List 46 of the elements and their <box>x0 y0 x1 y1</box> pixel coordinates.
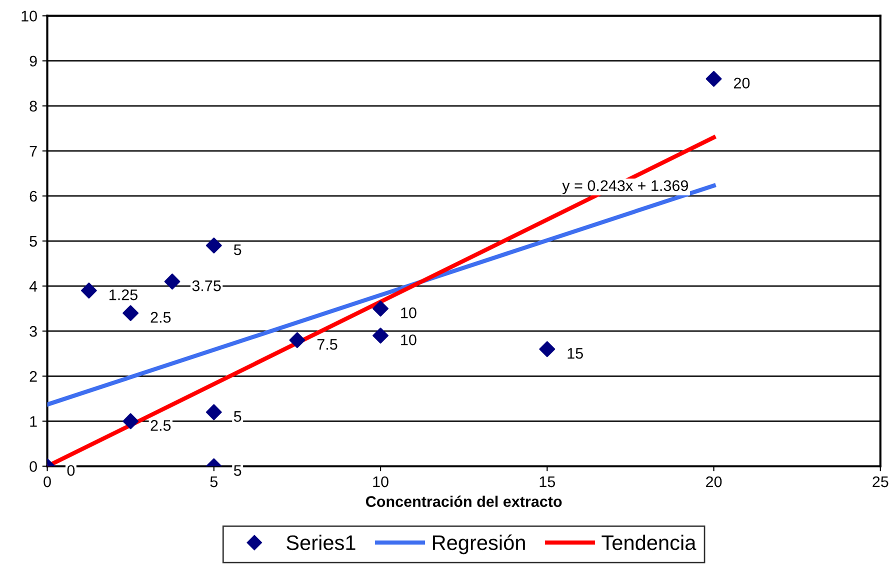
x-tick-label: 10 <box>373 476 388 488</box>
legend-label: Tendencia <box>602 534 696 550</box>
point <box>122 305 139 322</box>
point <box>164 274 180 290</box>
annotation: 15 <box>568 348 583 359</box>
y-tick-label: 2 <box>30 371 37 382</box>
x-tick-label: 20 <box>706 476 722 488</box>
legend-label: Regresión <box>432 534 525 554</box>
annotation: 10 <box>401 307 416 318</box>
annotation: 3.75 <box>192 280 221 292</box>
annotation: 0 <box>67 465 75 476</box>
y-tick-label: 8 <box>30 100 37 112</box>
y-tick-label: 9 <box>30 56 37 67</box>
point <box>206 404 222 420</box>
y-tick-label: 6 <box>30 190 37 202</box>
annotation: 20 <box>734 78 750 89</box>
x-tick-label: 0 <box>44 476 51 488</box>
y-tick-label: 3 <box>30 326 37 337</box>
annotation: 1.25 <box>110 289 138 300</box>
x-tick-label: 15 <box>540 476 556 488</box>
point <box>289 332 306 348</box>
x-tick-label: 25 <box>872 476 888 488</box>
annotation: 5 <box>234 244 242 256</box>
point <box>372 328 389 344</box>
annotation: 10 <box>401 334 416 346</box>
point <box>539 341 556 358</box>
y-tick-label: 5 <box>30 236 37 247</box>
annotation: 2.5 <box>150 312 171 323</box>
y-tick-label: 1 <box>30 416 37 427</box>
y-tick-label: 10 <box>22 10 37 22</box>
annotation: 7.5 <box>317 339 338 350</box>
annotation: y = 0.243x + 1.369 <box>562 180 688 194</box>
y-tick-label: 7 <box>30 146 37 156</box>
point <box>80 282 97 299</box>
point <box>206 238 222 254</box>
annotation: 5 <box>234 465 242 476</box>
point <box>122 413 139 430</box>
point <box>706 70 722 87</box>
y-tick-label: 4 <box>29 281 38 292</box>
x-axis-title: Concentración del extracto <box>366 496 562 507</box>
annotation: 2.5 <box>150 420 171 431</box>
annotation: 5 <box>234 411 242 422</box>
point <box>372 300 389 317</box>
y-tick-label: 0 <box>30 461 37 472</box>
x-tick-label: 5 <box>210 476 218 488</box>
legend-label: Series1 <box>286 534 356 550</box>
